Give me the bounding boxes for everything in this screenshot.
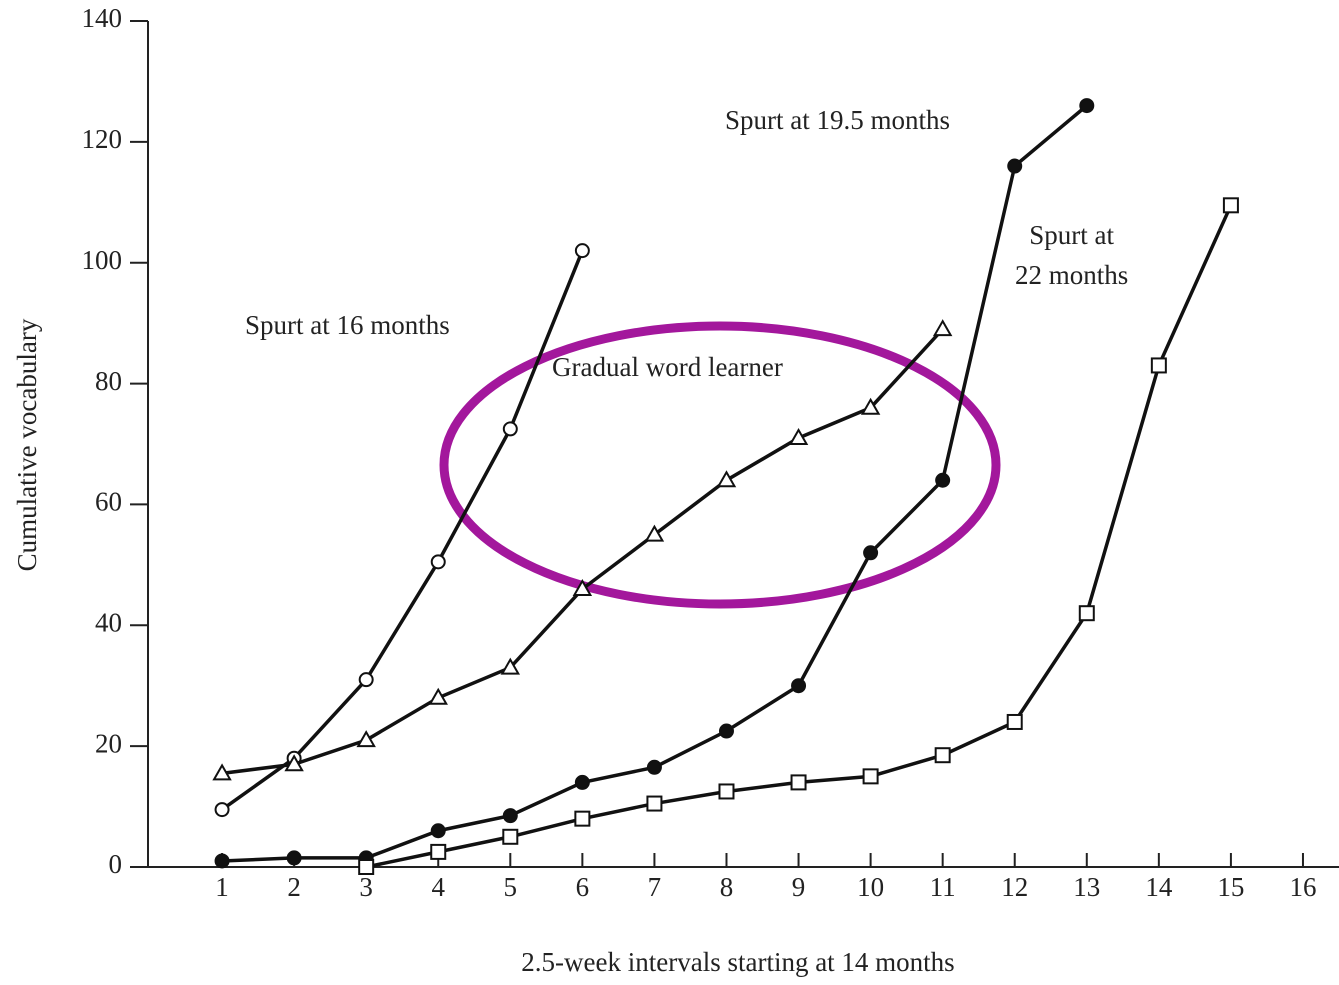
marker [863, 545, 879, 561]
marker [502, 828, 519, 845]
y-tick-label: 0 [109, 849, 123, 879]
x-tick-label: 9 [792, 872, 806, 902]
marker [356, 730, 376, 748]
marker [644, 524, 665, 542]
marker [574, 243, 590, 259]
marker [428, 687, 448, 705]
marker [286, 850, 302, 866]
x-tick-label: 5 [504, 872, 518, 902]
x-tick-label: 15 [1217, 872, 1244, 902]
marker [358, 859, 375, 875]
marker [935, 472, 951, 488]
marker [1222, 197, 1239, 214]
marker [646, 795, 663, 812]
marker [1079, 98, 1095, 114]
x-tick-label: 3 [359, 872, 373, 902]
marker [716, 470, 737, 488]
x-tick-label: 14 [1145, 872, 1173, 902]
x-tick-label: 8 [720, 872, 734, 902]
marker [1006, 713, 1023, 730]
y-tick-label: 140 [82, 3, 123, 33]
marker [791, 678, 807, 694]
y-axis-label: Cumulative vocabulary [12, 318, 42, 571]
series-line [221, 328, 944, 776]
x-tick-label: 10 [857, 872, 884, 902]
y-tick-label: 20 [95, 728, 122, 758]
marker [934, 747, 951, 764]
x-tick-label: 1 [215, 872, 229, 902]
marker [788, 427, 809, 445]
marker [718, 723, 734, 739]
series-label: Spurt at 19.5 months [725, 105, 951, 135]
marker [212, 763, 232, 781]
series-line [365, 204, 1233, 869]
marker [430, 843, 447, 860]
series-label: Spurt at 22 months [1015, 220, 1129, 290]
x-tick-label: 16 [1289, 872, 1316, 902]
x-axis-label: 2.5-week intervals starting at 14 months [521, 947, 954, 977]
y-tick-label: 120 [82, 124, 123, 154]
marker [572, 579, 593, 597]
marker [1150, 357, 1167, 374]
x-tick-label: 4 [431, 872, 445, 902]
highlight-ellipse [439, 321, 1001, 609]
marker [502, 808, 518, 824]
x-tick-label: 13 [1073, 872, 1100, 902]
marker [284, 754, 304, 772]
marker [718, 783, 735, 800]
marker [430, 823, 446, 839]
x-tick-label: 6 [576, 872, 590, 902]
y-tick-label: 40 [95, 607, 122, 637]
marker [646, 759, 662, 775]
marker [214, 853, 230, 869]
marker [214, 802, 230, 818]
marker [1078, 605, 1095, 622]
x-tick-label: 7 [648, 872, 662, 902]
marker [502, 421, 518, 437]
y-tick-label: 60 [95, 487, 122, 517]
marker [932, 319, 953, 337]
x-tick-label: 12 [1001, 872, 1028, 902]
marker [574, 810, 591, 827]
marker [500, 657, 521, 675]
y-tick-label: 100 [82, 245, 123, 275]
marker [574, 774, 590, 790]
x-tick-label: 2 [287, 872, 301, 902]
series-label: Gradual word learner [552, 352, 783, 382]
x-tick-label: 11 [930, 872, 956, 902]
marker [860, 397, 881, 415]
marker [1007, 158, 1023, 174]
y-tick-label: 80 [95, 366, 122, 396]
marker [862, 768, 879, 785]
marker [790, 774, 807, 791]
series-label: Spurt at 16 months [245, 310, 450, 340]
marker [358, 672, 374, 688]
marker [430, 554, 446, 570]
